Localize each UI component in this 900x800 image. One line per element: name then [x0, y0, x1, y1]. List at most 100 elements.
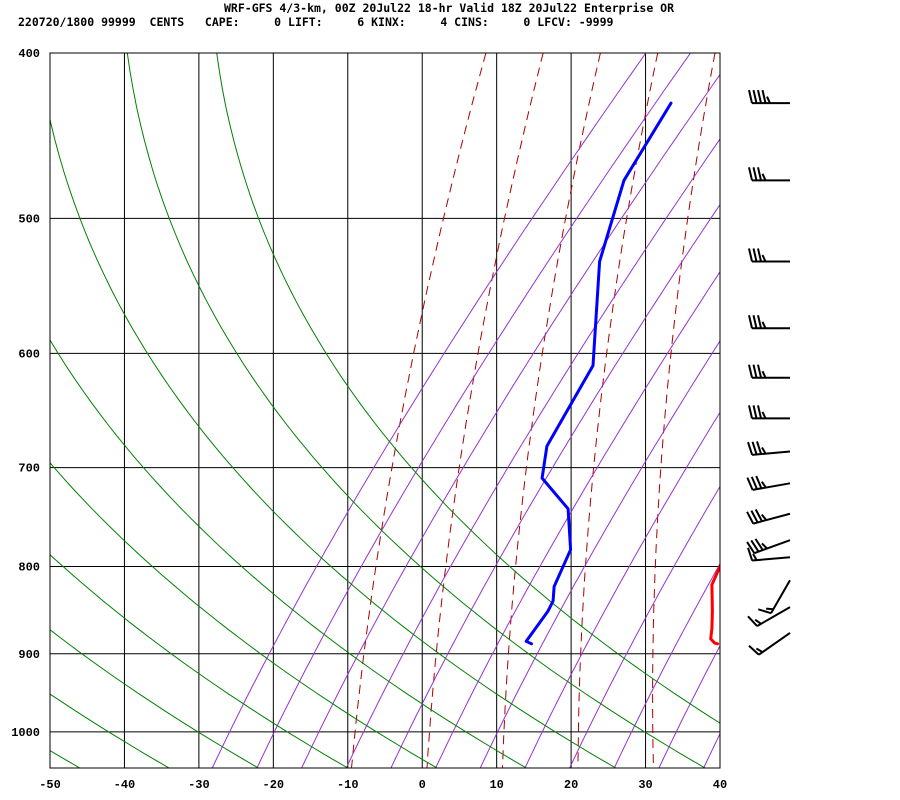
plot-frame	[49, 52, 721, 769]
wind-barb	[748, 364, 790, 379]
moist-adiabat	[882, 53, 900, 768]
wind-barb	[757, 579, 791, 615]
sounding-profiles	[524, 101, 720, 646]
wind-barb-feather	[755, 475, 763, 489]
wind-barb-feather	[761, 173, 767, 181]
wind-barb-feather	[747, 615, 758, 627]
wind-barb-feather	[752, 405, 758, 419]
dry-adiabat	[652, 53, 716, 768]
wind-barb-feather	[766, 96, 771, 104]
y-tick-label: 800	[18, 561, 40, 575]
mixing-ratio-line	[50, 629, 259, 768]
mixing-ratio-line	[50, 462, 438, 768]
header: WRF-GFS 4/3-km, 00Z 20Jul22 18-hr Valid …	[0, 0, 900, 34]
moist-adiabat	[748, 53, 900, 768]
wind-barb	[748, 167, 790, 182]
moist-adiabat	[390, 203, 720, 768]
y-tick-label: 600	[18, 347, 40, 361]
moist-adiabat	[658, 644, 720, 768]
mixing-ratio-line	[50, 554, 349, 768]
wind-barb-feather	[750, 476, 758, 490]
x-tick-label: 30	[638, 778, 652, 792]
wind-barb-shaft	[756, 606, 791, 627]
wind-barb-feather	[757, 364, 762, 378]
x-tick-label: -40	[114, 778, 136, 792]
chart-header-title: WRF-GFS 4/3-km, 00Z 20Jul22 18-hr Valid …	[224, 1, 675, 15]
wind-barb	[748, 405, 790, 420]
wind-barb-feather	[761, 542, 768, 550]
wind-barb	[747, 606, 791, 627]
wind-barb	[746, 509, 791, 525]
wind-barb	[747, 547, 791, 562]
wind-barb	[748, 632, 791, 656]
mixing-ratio-line	[50, 339, 527, 768]
isobar-isotherm-grid	[50, 52, 720, 768]
wind-barb	[748, 315, 790, 330]
wind-barb-feather	[761, 254, 767, 262]
moist-adiabat	[345, 138, 720, 768]
y-tick-label: 700	[18, 462, 40, 476]
wind-barb-feather	[748, 89, 753, 104]
wind-barb	[746, 475, 791, 491]
wind-barb-feather	[756, 441, 763, 455]
wind-barb-shaft	[758, 632, 791, 656]
mixing-ratio-line	[50, 117, 617, 768]
wind-barb-feather	[757, 248, 762, 262]
wind-barb-feather	[750, 539, 760, 553]
wind-barb-feather	[748, 364, 753, 378]
dry-adiabat	[577, 53, 659, 768]
wind-barb-feather	[754, 509, 763, 522]
wind-barb-feather	[752, 553, 758, 561]
wind-barb-feather	[761, 321, 767, 329]
dry-adiabat	[426, 53, 544, 768]
x-tick-label: 10	[489, 778, 503, 792]
moist-adiabat	[479, 339, 720, 768]
wind-barb-shaft	[753, 539, 791, 555]
temperature-axis: -50 -40 -30 -20 -10 0 10 20 30 40	[39, 778, 727, 792]
mixing-ratio-line	[216, 53, 720, 724]
wind-barb	[748, 248, 790, 263]
moist-adiabat	[569, 485, 720, 768]
wind-barb-feather	[757, 405, 762, 419]
wind-barb-feather	[754, 618, 762, 625]
wind-barb-feather	[748, 167, 753, 181]
temperature-profile	[709, 562, 720, 646]
wind-barb-feather	[752, 364, 758, 378]
wind-barb-feather	[757, 167, 762, 181]
wind-barb-feather	[746, 541, 756, 554]
x-tick-label: 20	[564, 778, 578, 792]
pressure-axis: 400 500 600 700 800 900 1000	[11, 47, 40, 740]
x-tick-label: 0	[419, 778, 426, 792]
wind-barb-feather	[766, 607, 774, 611]
wind-barb-feather	[748, 645, 760, 656]
wind-barb-feather	[760, 481, 767, 489]
wind-barb-feather	[752, 248, 758, 262]
moist-adiabat	[838, 53, 900, 768]
wind-barb-shaft	[752, 482, 791, 491]
wind-barb-feather	[746, 477, 754, 491]
y-tick-label: 900	[18, 648, 40, 662]
wind-barb-feather	[752, 167, 758, 181]
dry-adiabat	[795, 53, 830, 768]
dry-adiabat	[725, 53, 773, 768]
wind-barb-feather	[757, 608, 772, 615]
adiabat-background	[50, 53, 900, 768]
wind-barb	[746, 538, 791, 555]
x-tick-label: 40	[713, 778, 727, 792]
wind-barb-feather	[757, 315, 762, 329]
dry-adiabat	[351, 53, 487, 768]
wind-barb-feather	[751, 441, 758, 455]
moist-adiabat	[211, 53, 647, 768]
dry-adiabat	[502, 53, 601, 768]
y-tick-label: 500	[18, 212, 40, 226]
y-tick-label: 1000	[11, 726, 40, 740]
wind-barb-feather	[747, 441, 754, 456]
moist-adiabat	[435, 270, 720, 768]
wind-barb-feather	[761, 411, 767, 419]
moist-adiabat	[256, 53, 691, 768]
wind-barb-feather	[754, 538, 764, 551]
wind-barb-shaft	[770, 579, 791, 614]
wind-barb-feather	[752, 89, 758, 104]
wind-barb-feather	[761, 446, 767, 455]
